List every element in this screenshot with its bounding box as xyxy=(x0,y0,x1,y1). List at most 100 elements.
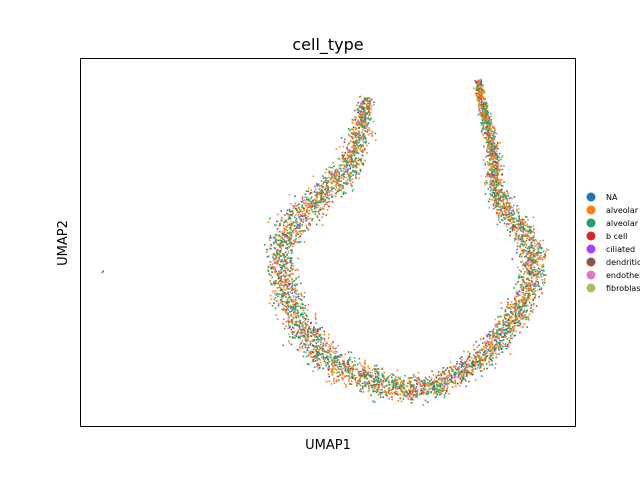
scatter-point xyxy=(363,137,365,140)
scatter-point xyxy=(291,337,294,339)
scatter-point xyxy=(295,214,297,216)
scatter-point xyxy=(530,304,533,306)
scatter-point xyxy=(362,134,365,137)
scatter-point xyxy=(351,141,354,144)
scatter-point xyxy=(319,207,322,209)
scatter-point xyxy=(481,362,484,365)
scatter-point xyxy=(368,129,371,132)
scatter-point xyxy=(395,376,397,378)
scatter-point xyxy=(437,390,439,392)
scatter-point xyxy=(523,305,526,308)
scatter-point xyxy=(396,393,398,395)
scatter-point xyxy=(278,284,281,287)
scatter-point xyxy=(320,364,323,366)
scatter-point xyxy=(360,158,363,160)
scatter-point xyxy=(334,368,337,371)
scatter-point xyxy=(377,374,379,377)
scatter-point xyxy=(426,391,428,393)
scatter-point xyxy=(494,339,497,341)
scatter-point xyxy=(475,340,478,343)
scatter-point xyxy=(301,210,303,213)
scatter-point xyxy=(496,198,498,201)
scatter-point xyxy=(522,291,524,294)
scatter-point xyxy=(376,364,378,367)
scatter-point xyxy=(290,220,292,223)
scatter-point xyxy=(460,374,463,377)
scatter-point xyxy=(521,313,523,316)
scatter-point xyxy=(385,379,388,382)
scatter-point xyxy=(517,220,519,222)
scatter-point xyxy=(412,396,415,398)
scatter-point xyxy=(350,351,353,354)
scatter-point xyxy=(308,203,310,205)
scatter-point xyxy=(358,371,360,373)
scatter-point xyxy=(281,308,283,311)
scatter-point xyxy=(526,268,528,271)
scatter-point xyxy=(507,326,509,328)
scatter-point xyxy=(497,179,499,182)
scatter-point xyxy=(525,287,528,290)
scatter-point xyxy=(321,326,323,329)
scatter-point xyxy=(510,308,512,310)
scatter-point xyxy=(354,170,357,172)
scatter-point xyxy=(306,363,309,365)
scatter-point xyxy=(518,302,521,304)
scatter-point xyxy=(418,382,421,385)
scatter-point xyxy=(514,297,516,299)
scatter-point xyxy=(368,111,371,114)
scatter-point xyxy=(343,173,346,176)
scatter-point xyxy=(490,357,492,360)
scatter-point xyxy=(526,284,529,287)
scatter-point xyxy=(523,227,525,229)
scatter-point xyxy=(409,381,411,383)
scatter-point xyxy=(513,221,516,223)
scatter-point xyxy=(493,199,496,201)
scatter-point xyxy=(536,284,538,286)
scatter-point xyxy=(500,327,503,330)
scatter-point xyxy=(519,294,521,297)
scatter-point xyxy=(295,277,298,280)
scatter-point xyxy=(349,140,352,142)
scatter-point xyxy=(520,240,523,243)
scatter-point xyxy=(352,128,354,131)
scatter-point xyxy=(272,256,274,259)
scatter-point xyxy=(517,223,519,226)
scatter-point xyxy=(484,181,486,184)
scatter-point xyxy=(368,97,370,99)
scatter-point xyxy=(492,343,494,345)
scatter-point xyxy=(313,211,315,214)
scatter-point xyxy=(361,163,363,165)
scatter-point xyxy=(281,300,284,303)
scatter-point xyxy=(328,368,331,370)
scatter-point xyxy=(490,195,492,197)
scatter-point xyxy=(280,210,282,212)
scatter-point xyxy=(298,206,300,209)
scatter-point xyxy=(536,273,539,276)
scatter-point xyxy=(402,393,404,395)
scatter-point xyxy=(432,386,435,388)
scatter-point xyxy=(295,314,297,317)
scatter-point xyxy=(304,346,307,349)
scatter-point xyxy=(355,172,358,174)
scatter-point xyxy=(343,191,345,193)
scatter-point xyxy=(492,332,495,334)
scatter-point xyxy=(433,388,435,391)
scatter-point xyxy=(486,355,489,357)
scatter-point xyxy=(322,348,325,350)
scatter-point xyxy=(285,284,287,286)
scatter-point xyxy=(484,353,487,355)
scatter-point xyxy=(275,254,277,257)
scatter-point xyxy=(506,329,508,332)
scatter-point xyxy=(530,268,533,271)
scatter-point xyxy=(381,367,384,369)
scatter-point xyxy=(337,183,340,185)
scatter-point xyxy=(496,208,499,211)
scatter-point xyxy=(529,271,531,274)
scatter-point xyxy=(302,334,304,337)
scatter-point xyxy=(299,208,301,211)
scatter-point xyxy=(282,322,284,325)
scatter-point xyxy=(359,373,362,375)
scatter-point xyxy=(426,392,428,395)
scatter-point xyxy=(353,160,355,163)
